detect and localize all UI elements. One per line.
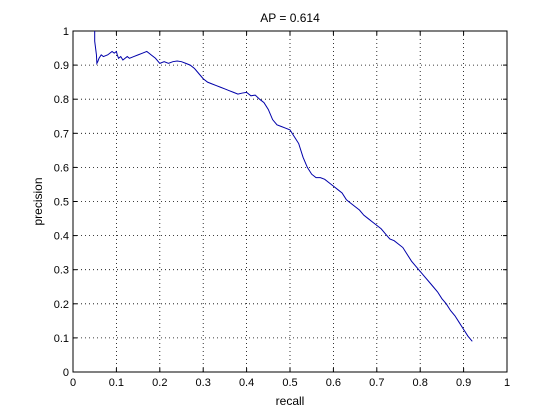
- x-tick-label: 0.6: [326, 377, 341, 389]
- y-tick-label: 0.7: [54, 128, 69, 140]
- y-tick-label: 0.6: [54, 162, 69, 174]
- x-tick-label: 0.1: [109, 377, 124, 389]
- x-tick-label: 0.2: [152, 377, 167, 389]
- y-tick-label: 0.9: [54, 60, 69, 72]
- chart-title: AP = 0.614: [260, 11, 320, 25]
- x-tick-label: 0.7: [369, 377, 384, 389]
- y-axis-title: precision: [31, 177, 45, 225]
- grid: [73, 31, 507, 372]
- x-tick-label: 0.4: [239, 377, 254, 389]
- x-tick-label: 0: [70, 377, 76, 389]
- x-tick-label: 0.3: [196, 377, 211, 389]
- x-axis-title: recall: [276, 394, 305, 408]
- y-tick-label: 0.5: [54, 197, 69, 209]
- y-tick-label: 0.4: [54, 231, 69, 243]
- x-tick-label: 1: [504, 377, 510, 389]
- x-axis: 0 0.1 0.2 0.3 0.4 0.5 0.6 0.7 0.8 0.9 1: [70, 31, 510, 389]
- y-tick-label: 0.3: [54, 265, 69, 277]
- y-tick-label: 0.1: [54, 333, 69, 345]
- x-tick-label: 0.9: [456, 377, 471, 389]
- y-tick-label: 1: [63, 26, 69, 38]
- x-tick-label: 0.8: [413, 377, 428, 389]
- x-tick-label: 0.5: [282, 377, 297, 389]
- y-axis: 0 0.1 0.2 0.3 0.4 0.5 0.6 0.7 0.8 0.9 1: [54, 26, 507, 379]
- precision-recall-line: [94, 31, 473, 342]
- y-tick-label: 0.2: [54, 299, 69, 311]
- y-tick-label: 0.8: [54, 94, 69, 106]
- y-tick-label: 0: [63, 367, 69, 379]
